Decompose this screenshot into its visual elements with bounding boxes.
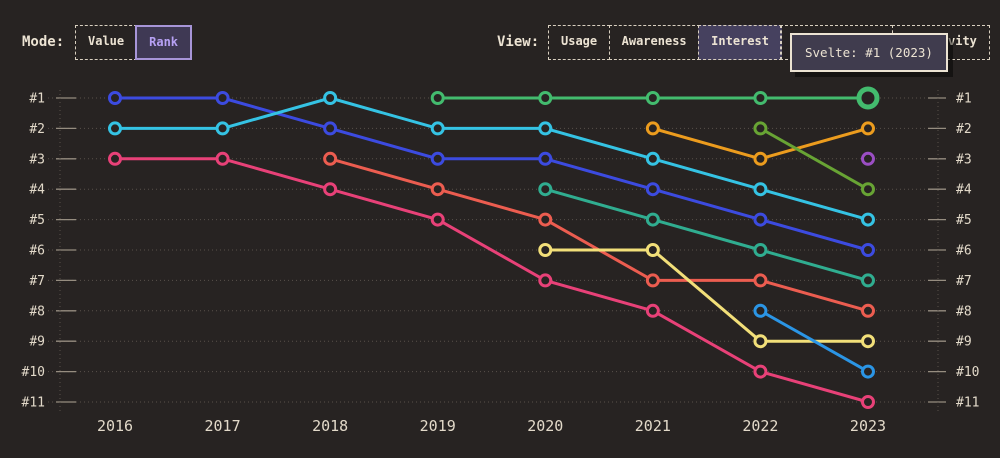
data-point[interactable] (645, 303, 660, 318)
data-point[interactable] (430, 91, 445, 105)
data-point[interactable] (753, 334, 768, 349)
rank-label-left: #10 (22, 365, 45, 380)
data-point[interactable] (323, 151, 338, 166)
rank-label-left: #11 (22, 396, 45, 411)
rank-label-left: #9 (29, 335, 45, 350)
year-label: 2019 (420, 417, 456, 435)
data-point[interactable] (108, 91, 122, 105)
view-option-awareness[interactable]: Awareness (608, 25, 700, 60)
mode-label: Mode: (22, 34, 65, 50)
data-point[interactable] (645, 151, 660, 166)
data-point[interactable] (753, 151, 768, 166)
data-point[interactable] (215, 91, 230, 105)
data-point[interactable] (538, 212, 553, 227)
data-point[interactable] (860, 273, 875, 288)
data-point[interactable] (753, 182, 768, 197)
data-point[interactable] (645, 182, 660, 197)
data-point[interactable] (323, 91, 338, 105)
series-line-sky-series (759, 309, 869, 373)
rank-label-right: #4 (956, 183, 972, 198)
data-point[interactable] (753, 212, 768, 227)
year-label: 2020 (527, 417, 563, 435)
data-point[interactable] (860, 151, 875, 166)
data-point[interactable] (753, 243, 768, 257)
series-line-salmon-series (329, 157, 869, 313)
view-option-interest[interactable]: Interest (698, 25, 782, 60)
data-point[interactable] (538, 243, 553, 257)
view-label: View: (497, 34, 540, 50)
rank-label-right: #8 (956, 304, 972, 319)
data-point[interactable] (645, 243, 660, 257)
data-point[interactable] (538, 273, 553, 288)
data-point[interactable] (860, 243, 875, 257)
data-point[interactable] (538, 121, 553, 136)
data-point[interactable] (860, 212, 875, 227)
data-point[interactable] (538, 91, 553, 105)
data-point[interactable] (323, 182, 338, 197)
data-point[interactable] (430, 182, 445, 197)
mode-option-rank[interactable]: Rank (135, 25, 193, 60)
data-point-highlighted[interactable] (856, 86, 880, 110)
data-point[interactable] (538, 151, 553, 166)
data-point[interactable] (323, 121, 338, 136)
data-point[interactable] (430, 121, 445, 136)
data-point[interactable] (538, 182, 553, 197)
series-line-teal-series (544, 187, 869, 282)
rank-label-right: #11 (956, 396, 979, 411)
data-point[interactable] (860, 334, 875, 349)
mode-switcher: Value Rank (75, 25, 193, 60)
rank-label-right: #3 (956, 152, 972, 167)
data-point[interactable] (645, 273, 660, 288)
year-label: 2022 (742, 417, 778, 435)
rank-label-left: #6 (29, 244, 45, 259)
rank-label-left: #8 (29, 304, 45, 319)
data-point[interactable] (645, 91, 660, 105)
rank-label-left: #2 (29, 122, 45, 137)
data-point[interactable] (430, 212, 445, 227)
mode-option-value[interactable]: Value (75, 25, 138, 60)
data-point[interactable] (108, 121, 122, 136)
data-point[interactable] (430, 151, 445, 166)
data-point[interactable] (215, 151, 230, 166)
data-point[interactable] (645, 121, 660, 136)
data-point[interactable] (753, 303, 768, 318)
rank-label-right: #10 (956, 365, 979, 380)
series-line-pink-series (115, 157, 869, 404)
rank-label-right: #1 (956, 92, 972, 107)
data-point[interactable] (860, 395, 875, 409)
rank-label-right: #5 (956, 213, 972, 228)
year-label: 2018 (312, 417, 348, 435)
data-point[interactable] (645, 212, 660, 227)
year-label: 2021 (635, 417, 671, 435)
data-point[interactable] (860, 121, 875, 136)
series-line-cyan-series (115, 96, 869, 222)
data-point[interactable] (753, 91, 768, 105)
rank-label-right: #7 (956, 274, 972, 289)
rank-label-left: #7 (29, 274, 45, 289)
data-point[interactable] (860, 182, 875, 197)
rank-label-right: #2 (956, 122, 972, 137)
data-point[interactable] (753, 273, 768, 288)
data-point[interactable] (753, 364, 768, 379)
data-point[interactable] (215, 121, 230, 136)
rank-label-left: #3 (29, 152, 45, 167)
data-point[interactable] (860, 364, 875, 379)
rank-label-left: #5 (29, 213, 45, 228)
view-option-usage[interactable]: Usage (548, 25, 611, 60)
year-label: 2023 (850, 417, 886, 435)
chart-tooltip: Svelte: #1 (2023) (790, 33, 948, 72)
year-label: 2017 (205, 417, 241, 435)
data-point[interactable] (860, 303, 875, 318)
data-point[interactable] (753, 121, 768, 136)
series-line-olive-series (759, 127, 869, 191)
rank-label-left: #1 (29, 92, 45, 107)
year-label: 2016 (97, 417, 133, 435)
series-line-indigo-series (115, 96, 869, 252)
rank-label-right: #6 (956, 244, 972, 259)
data-point[interactable] (108, 151, 122, 166)
rank-label-right: #9 (956, 335, 972, 350)
rank-label-left: #4 (29, 183, 45, 198)
